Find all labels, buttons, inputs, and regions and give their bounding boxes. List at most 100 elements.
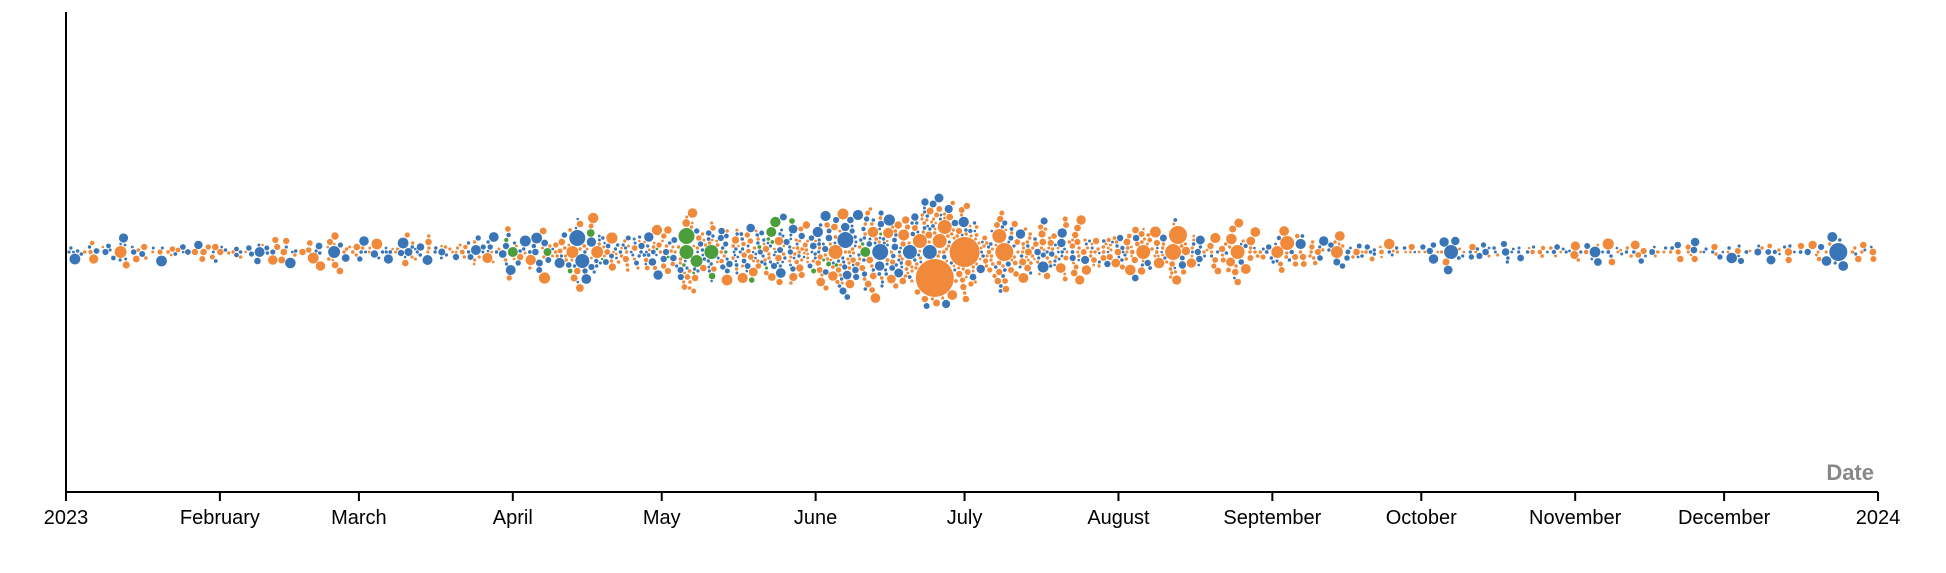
data-point <box>789 272 798 282</box>
data-point <box>736 255 740 259</box>
data-point <box>1123 253 1127 257</box>
data-point <box>1440 250 1444 254</box>
data-point <box>1253 250 1257 254</box>
data-point <box>1276 235 1282 241</box>
data-point <box>1132 234 1140 242</box>
data-point <box>1292 261 1299 267</box>
data-point <box>1624 250 1629 254</box>
data-point <box>918 249 922 253</box>
data-point <box>1714 252 1718 256</box>
data-point <box>880 284 884 288</box>
data-point <box>1511 247 1515 251</box>
data-point <box>732 250 736 254</box>
data-point <box>763 262 767 266</box>
data-point <box>702 257 707 261</box>
data-point <box>299 248 306 256</box>
data-point <box>1090 242 1094 246</box>
data-point <box>1699 250 1703 254</box>
data-point <box>884 268 888 272</box>
data-point <box>1860 250 1864 254</box>
data-point <box>836 259 841 263</box>
data-point <box>751 250 755 254</box>
data-point <box>480 244 486 250</box>
data-point <box>1131 274 1139 282</box>
data-point <box>1018 265 1022 269</box>
data-point <box>118 258 122 262</box>
data-point <box>973 280 977 284</box>
data-point <box>707 269 712 273</box>
data-point <box>1458 247 1461 251</box>
data-point <box>964 275 968 279</box>
data-point <box>623 246 628 250</box>
data-point <box>1420 244 1426 250</box>
data-point <box>1101 250 1106 254</box>
data-point <box>575 254 590 268</box>
data-point <box>1160 250 1163 254</box>
data-point <box>1216 250 1220 254</box>
data-point <box>877 272 882 276</box>
data-point <box>770 262 778 270</box>
data-point <box>1554 254 1558 258</box>
data-point <box>710 221 714 225</box>
data-point <box>717 234 724 242</box>
data-point <box>850 224 854 228</box>
data-point <box>961 267 965 271</box>
data-point <box>853 244 857 248</box>
data-point <box>1130 249 1135 255</box>
data-point <box>878 216 883 220</box>
data-point <box>344 247 349 251</box>
data-point <box>368 246 372 250</box>
data-point <box>1360 250 1364 254</box>
data-point <box>1379 249 1384 255</box>
data-point <box>1349 246 1352 250</box>
data-point <box>1561 247 1565 251</box>
data-point <box>912 234 927 248</box>
data-point <box>971 269 975 273</box>
data-point <box>754 256 757 260</box>
data-point <box>816 267 823 273</box>
data-point <box>1635 252 1642 258</box>
data-point <box>806 260 809 264</box>
data-point <box>504 237 509 243</box>
data-point <box>1309 250 1313 254</box>
data-point <box>1442 258 1450 266</box>
data-point <box>1260 254 1266 260</box>
data-point <box>1258 250 1263 254</box>
data-point <box>787 249 793 255</box>
data-point <box>1180 269 1187 275</box>
data-point <box>930 297 935 301</box>
data-point <box>700 248 705 252</box>
data-point <box>583 250 587 254</box>
data-point <box>619 254 624 258</box>
data-point <box>934 221 937 225</box>
data-point <box>1156 246 1159 250</box>
data-point <box>893 283 899 289</box>
data-point <box>1285 251 1289 255</box>
data-point <box>842 270 852 280</box>
data-point <box>597 234 601 238</box>
data-point <box>676 245 681 249</box>
data-point <box>847 261 851 265</box>
data-point <box>1144 259 1151 267</box>
data-point <box>904 224 911 230</box>
data-point <box>897 258 901 262</box>
data-point <box>690 255 703 267</box>
data-point <box>783 256 787 260</box>
data-point <box>989 242 993 246</box>
data-point <box>588 223 594 229</box>
data-point <box>1076 215 1086 225</box>
data-point <box>1234 218 1244 228</box>
data-point <box>515 260 521 266</box>
data-point <box>293 253 297 257</box>
data-point <box>636 266 640 270</box>
data-point <box>341 254 350 262</box>
data-point <box>472 262 476 266</box>
data-point <box>1423 250 1427 254</box>
data-point <box>675 264 679 268</box>
data-point <box>602 254 606 258</box>
data-point <box>731 236 740 244</box>
data-point <box>781 252 786 256</box>
data-point <box>945 259 949 263</box>
data-point <box>1314 248 1321 256</box>
data-point <box>1190 246 1194 250</box>
